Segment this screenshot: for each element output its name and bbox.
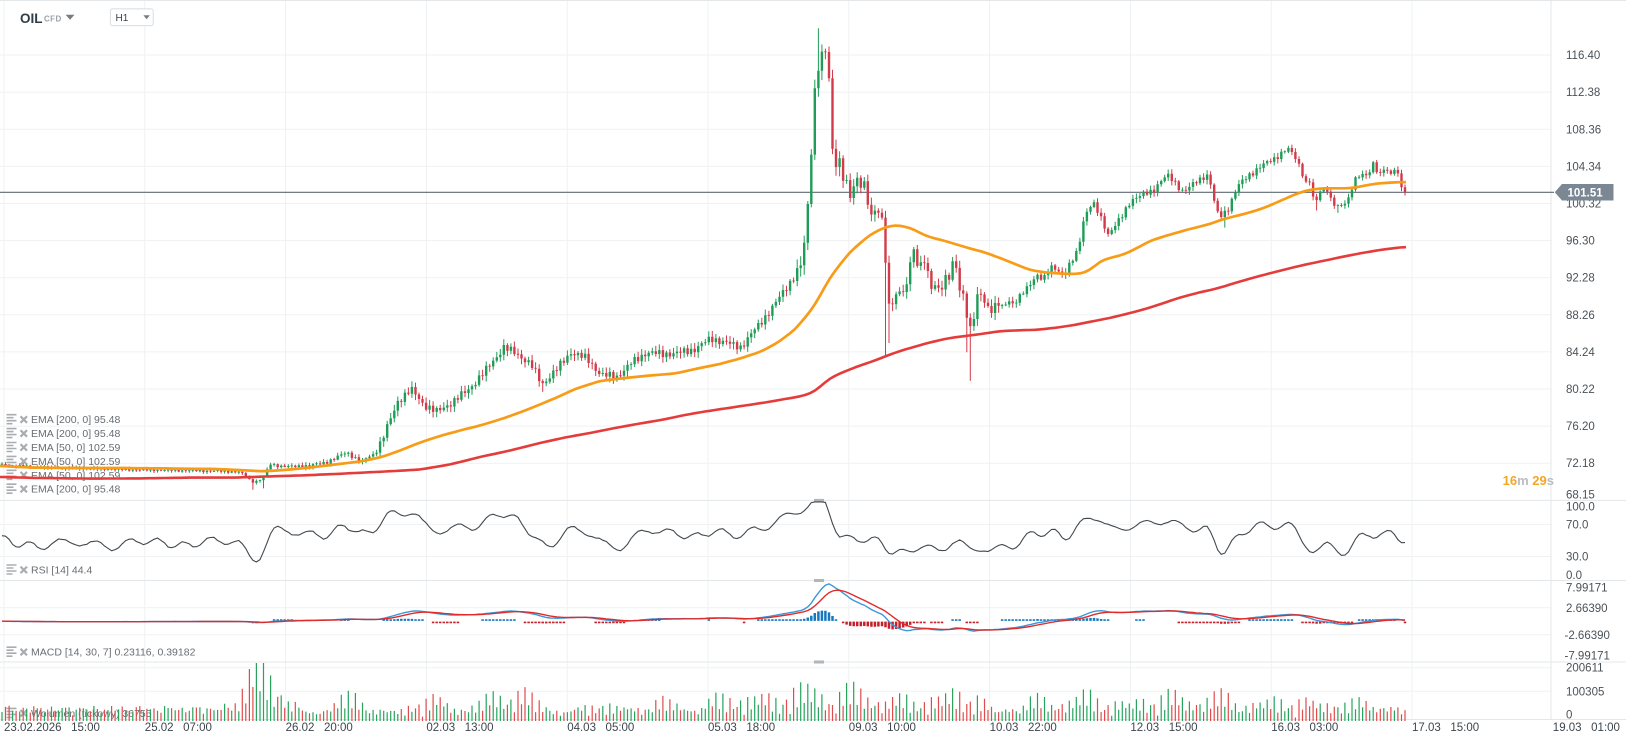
svg-text:16.03 03:00: 16.03 03:00 (1271, 722, 1338, 734)
svg-text:MACD [14, 30, 7] 0.23116, 0.3: MACD [14, 30, 7] 0.23116, 0.39182 (31, 647, 196, 659)
svg-text:10.03 22:00: 10.03 22:00 (990, 722, 1057, 734)
svg-text:25.02 07:00: 25.02 07:00 (145, 722, 212, 734)
svg-text:108.36: 108.36 (1566, 124, 1601, 136)
svg-text:0.0: 0.0 (1566, 570, 1582, 582)
svg-text:7.99171: 7.99171 (1566, 582, 1608, 594)
svg-text:116.40: 116.40 (1566, 50, 1600, 62)
svg-text:EMA [200, 0] 95.48: EMA [200, 0] 95.48 (31, 484, 120, 496)
svg-text:EMA [50, 0] 102.59: EMA [50, 0] 102.59 (31, 470, 120, 482)
svg-text:100.0: 100.0 (1566, 501, 1595, 513)
svg-text:72.18: 72.18 (1566, 458, 1595, 470)
svg-text:23.02.2026 15:00: 23.02.2026 15:00 (4, 722, 100, 734)
svg-text:04.03 05:00: 04.03 05:00 (567, 722, 634, 734)
svg-text:02.03 13:00: 02.03 13:00 (426, 722, 493, 734)
svg-text:100.32: 100.32 (1566, 199, 1601, 211)
svg-text:96.30: 96.30 (1566, 236, 1595, 248)
svg-text:H1: H1 (116, 13, 129, 24)
svg-text:88.26: 88.26 (1566, 310, 1595, 322)
svg-text:112.38: 112.38 (1566, 87, 1600, 99)
svg-text:101.51: 101.51 (1568, 187, 1604, 199)
svg-text:RSI [14] 44.4: RSI [14] 44.4 (31, 565, 92, 577)
svg-text:0: 0 (1566, 709, 1572, 721)
svg-text:05.03 18:00: 05.03 18:00 (708, 722, 775, 734)
svg-text:26.02 20:00: 26.02 20:00 (286, 722, 353, 734)
svg-text:2.66390: 2.66390 (1566, 603, 1608, 615)
svg-text:-2.66390: -2.66390 (1565, 630, 1610, 642)
svg-text:17.03 15:00: 17.03 15:00 (1412, 722, 1479, 734)
svg-text:70.0: 70.0 (1566, 520, 1588, 532)
svg-text:16m 29s: 16m 29s (1503, 473, 1554, 488)
svg-text:92.28: 92.28 (1566, 273, 1595, 285)
svg-text:200611: 200611 (1566, 662, 1604, 674)
svg-text:Wolumen (tickowy) 36755: Wolumen (tickowy) 36755 (31, 708, 152, 720)
svg-text:EMA [200, 0] 95.48: EMA [200, 0] 95.48 (31, 428, 120, 440)
svg-text:76.20: 76.20 (1566, 421, 1595, 433)
svg-text:19.03 01:00: 19.03 01:00 (1553, 722, 1620, 734)
svg-text:EMA [200, 0] 95.48: EMA [200, 0] 95.48 (31, 414, 120, 426)
svg-text:12.03 15:00: 12.03 15:00 (1130, 722, 1197, 734)
svg-text:84.24: 84.24 (1566, 347, 1595, 359)
svg-text:EMA [50, 0] 102.59: EMA [50, 0] 102.59 (31, 442, 120, 454)
svg-text:30.0: 30.0 (1566, 552, 1588, 564)
svg-text:100305: 100305 (1566, 686, 1604, 698)
svg-text:80.22: 80.22 (1566, 384, 1595, 396)
svg-text:104.34: 104.34 (1566, 161, 1602, 173)
svg-text:-7.99171: -7.99171 (1565, 651, 1610, 663)
svg-text:CFD: CFD (44, 14, 62, 23)
svg-text:EMA [50, 0] 102.59: EMA [50, 0] 102.59 (31, 456, 120, 468)
svg-text:09.03 10:00: 09.03 10:00 (849, 722, 916, 734)
svg-text:OIL: OIL (20, 11, 43, 26)
svg-text:68.15: 68.15 (1566, 489, 1595, 501)
